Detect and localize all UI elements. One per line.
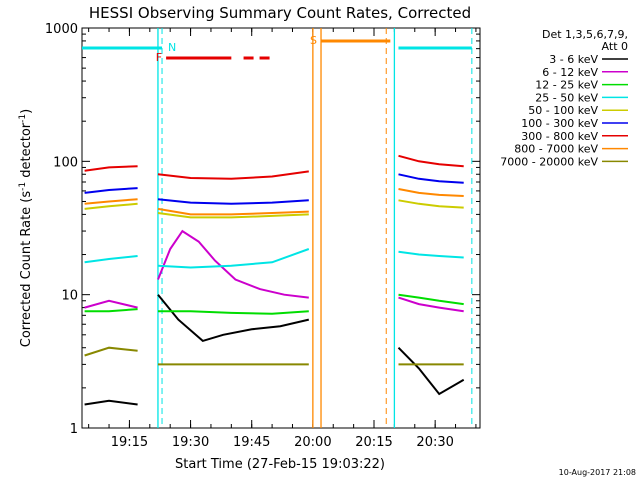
series-line-6 (157, 170, 309, 180)
y-tick-label: 1000 (45, 22, 78, 37)
legend-header-line2: Att 0 (602, 40, 628, 53)
series-line-7 (84, 198, 138, 205)
axis-ticks (82, 27, 480, 429)
series-line-1 (157, 229, 309, 299)
flag-label-N: N (168, 41, 176, 54)
legend-label-1: 6 - 12 keV (542, 66, 598, 79)
x-tick-label: 19:30 (172, 435, 209, 450)
series-line-4 (398, 199, 464, 209)
series-line-5 (84, 187, 138, 194)
series-line-4 (84, 202, 138, 210)
y-axis-label-end: ) (19, 109, 34, 114)
flag-label-S: S (310, 34, 317, 47)
series-line-0 (397, 346, 465, 396)
x-tick-label: 19:45 (233, 435, 270, 450)
legend-label-0: 3 - 6 keV (549, 53, 598, 66)
flag-label-F: F (156, 51, 162, 64)
plot-frame (81, 27, 481, 429)
series-line-0 (157, 294, 310, 343)
y-axis-label: Corrected Count Rate (s-1 detector-1) (18, 109, 34, 347)
series-line-1 (398, 296, 464, 313)
x-tick-labels: 19:15 19:30 19:45 20:00 20:15 20:30 (111, 435, 454, 450)
legend-label-5: 100 - 300 keV (521, 117, 598, 130)
series-line-7 (157, 207, 309, 216)
series-line-3 (84, 255, 138, 264)
series-lines (84, 154, 465, 406)
series-line-5 (157, 198, 309, 205)
legend-label-8: 7000 - 20000 keV (500, 155, 598, 168)
legend-header-line1: Det 1,3,5,6,7,9, (542, 28, 628, 41)
series-line-8 (84, 346, 138, 357)
legend-label-2: 12 - 25 keV (535, 79, 598, 92)
y-tick-label: 10 (61, 289, 78, 304)
chart-title: HESSI Observing Summary Count Rates, Cor… (89, 4, 471, 22)
y-axis-label-main: Corrected Count Rate (s (19, 191, 34, 348)
x-axis-label: Start Time (27-Feb-15 19:03:22) (175, 457, 385, 472)
y-tick-label: 1 (70, 422, 78, 437)
x-tick-label: 19:15 (111, 435, 148, 450)
series-line-5 (398, 173, 464, 184)
x-tick-label: 20:00 (294, 435, 331, 450)
legend-label-7: 800 - 7000 keV (514, 143, 598, 156)
series-line-6 (84, 165, 138, 172)
series-line-6 (398, 154, 464, 168)
legend-label-4: 50 - 100 keV (528, 104, 598, 117)
footer-date: 10-Aug-2017 21:08 (559, 468, 636, 477)
series-line-3 (398, 250, 464, 259)
series-line-1 (84, 299, 138, 309)
series-line-0 (84, 399, 138, 406)
x-tick-label: 20:30 (416, 435, 453, 450)
x-tick-label: 20:15 (355, 435, 392, 450)
series-line-2 (398, 293, 464, 306)
y-tick-labels: 1 10 100 1000 (45, 22, 78, 437)
y-axis-label-mid: detector (19, 122, 34, 182)
legend-label-6: 300 - 800 keV (521, 130, 598, 143)
series-line-7 (398, 188, 464, 197)
y-axis-label-sup1: -1 (18, 182, 28, 191)
y-axis-label-sup2: -1 (18, 114, 28, 123)
event-markers (157, 28, 473, 428)
series-line-2 (158, 310, 309, 315)
series-line-4 (157, 212, 309, 219)
series-line-2 (84, 308, 138, 313)
legend-label-3: 25 - 50 keV (535, 91, 598, 104)
series-line-3 (157, 248, 310, 269)
y-tick-label: 100 (53, 155, 78, 170)
flag-bars: NF S (82, 34, 472, 64)
